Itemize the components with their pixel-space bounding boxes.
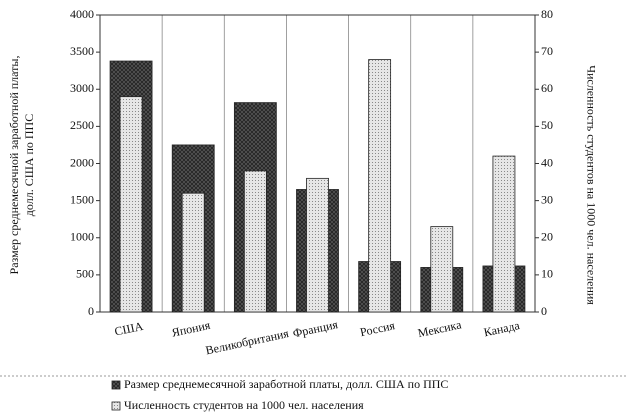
y2-tick-label: 30 xyxy=(541,192,553,206)
legend-label: Размер среднемесячной заработной платы, … xyxy=(124,377,448,391)
x-tick-label: Франция xyxy=(291,317,339,340)
bar xyxy=(430,226,454,313)
x-tick-label: Великобритания xyxy=(204,326,290,357)
legend-swatch xyxy=(111,380,121,390)
x-tick-label: США xyxy=(113,319,144,339)
y-tick-label: 3000 xyxy=(70,81,94,95)
x-tick-label: Канада xyxy=(482,318,521,339)
y-tick-label: 2500 xyxy=(70,118,94,132)
y-tick-label: 4000 xyxy=(70,7,94,21)
y-axis-title-line: долл. США по ППС xyxy=(22,114,36,216)
y2-tick-label: 20 xyxy=(541,230,553,244)
bar xyxy=(492,155,516,313)
y2-tick-label: 50 xyxy=(541,118,553,132)
legend-label: Численность студентов на 1000 чел. насел… xyxy=(124,398,364,412)
y-tick-label: 3500 xyxy=(70,44,94,58)
bar xyxy=(119,96,143,313)
bar xyxy=(306,177,329,313)
y2-tick-label: 0 xyxy=(541,304,547,318)
bar xyxy=(243,170,267,313)
y-tick-label: 2000 xyxy=(70,155,94,169)
y2-tick-label: 60 xyxy=(541,81,553,95)
y-axis-title: Размер среднемесячной заработной платы,д… xyxy=(7,56,36,275)
y2-tick-label: 70 xyxy=(541,44,553,58)
y-tick-label: 500 xyxy=(76,267,94,281)
x-tick-label: Россия xyxy=(359,318,397,339)
y2-axis-title: Численность студентов на 1000 чел. насел… xyxy=(584,65,598,305)
legend-swatch xyxy=(111,401,121,411)
y-tick-label: 1500 xyxy=(70,192,94,206)
y2-tick-label: 10 xyxy=(541,267,553,281)
y-axis-title-line: Размер среднемесячной заработной платы, xyxy=(7,56,21,275)
y-tick-label: 0 xyxy=(88,304,94,318)
bar xyxy=(181,192,205,313)
x-tick-label: Мексика xyxy=(417,317,464,340)
y-tick-label: 1000 xyxy=(70,230,94,244)
bar xyxy=(368,59,392,313)
x-tick-label: Япония xyxy=(171,318,212,340)
y2-tick-label: 80 xyxy=(541,7,553,21)
y2-tick-label: 40 xyxy=(541,155,553,169)
